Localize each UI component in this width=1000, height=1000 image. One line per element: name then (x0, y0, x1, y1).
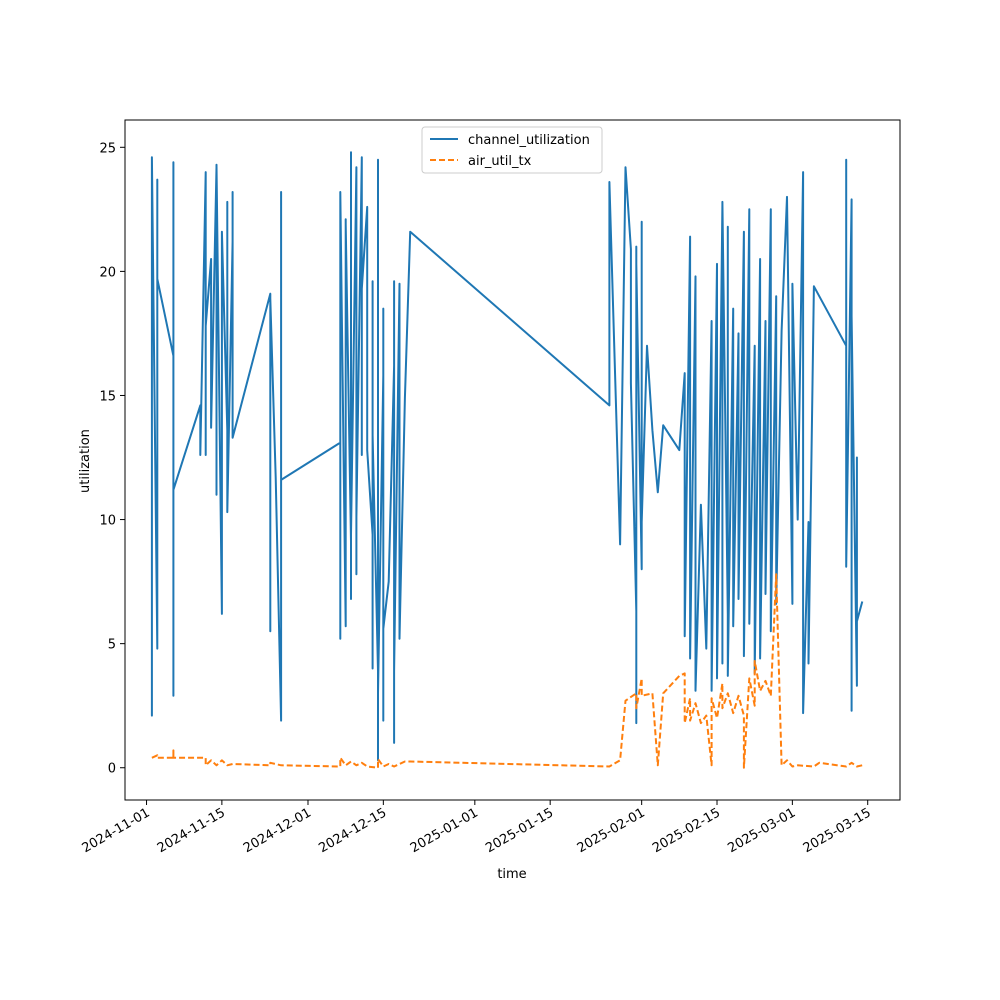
legend: channel_utilization air_util_tx (421, 126, 603, 174)
legend-frame (421, 126, 603, 174)
y-tick-label: 0 (108, 762, 116, 777)
y-tick-label: 10 (99, 514, 116, 529)
legend-label-air-util-tx: air_util_tx (468, 154, 532, 169)
y-tick-label: 20 (99, 265, 116, 280)
y-axis-label: utilization (78, 429, 93, 493)
x-axis-label: time (497, 867, 526, 882)
series-line-channel-utilization (150, 151, 864, 762)
legend-label-channel-utilization: channel_utilization (468, 133, 590, 148)
plot-area (150, 151, 864, 769)
series-line-air-util-tx (151, 573, 863, 769)
y-axis: 0 5 10 15 20 25 (99, 141, 125, 777)
y-tick-label: 25 (99, 141, 116, 156)
axes-frame (124, 119, 901, 801)
y-tick-label: 5 (108, 638, 116, 653)
y-tick-label: 15 (99, 389, 116, 404)
